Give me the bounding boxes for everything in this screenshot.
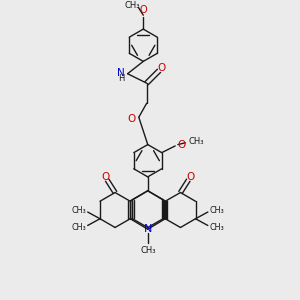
Text: N: N bbox=[144, 224, 152, 234]
Text: O: O bbox=[158, 63, 166, 73]
Text: H: H bbox=[118, 74, 125, 83]
Text: O: O bbox=[177, 140, 185, 150]
Text: CH₃: CH₃ bbox=[189, 137, 204, 146]
Text: O: O bbox=[101, 172, 110, 182]
Text: CH₃: CH₃ bbox=[71, 223, 86, 232]
Text: CH₃: CH₃ bbox=[71, 206, 86, 215]
Text: CH₃: CH₃ bbox=[210, 223, 224, 232]
Text: O: O bbox=[128, 115, 136, 124]
Text: CH₃: CH₃ bbox=[210, 206, 224, 215]
Text: O: O bbox=[186, 172, 194, 182]
Text: CH₃: CH₃ bbox=[140, 246, 155, 255]
Text: CH₃: CH₃ bbox=[124, 1, 140, 10]
Text: N: N bbox=[117, 68, 125, 78]
Text: O: O bbox=[140, 5, 147, 15]
